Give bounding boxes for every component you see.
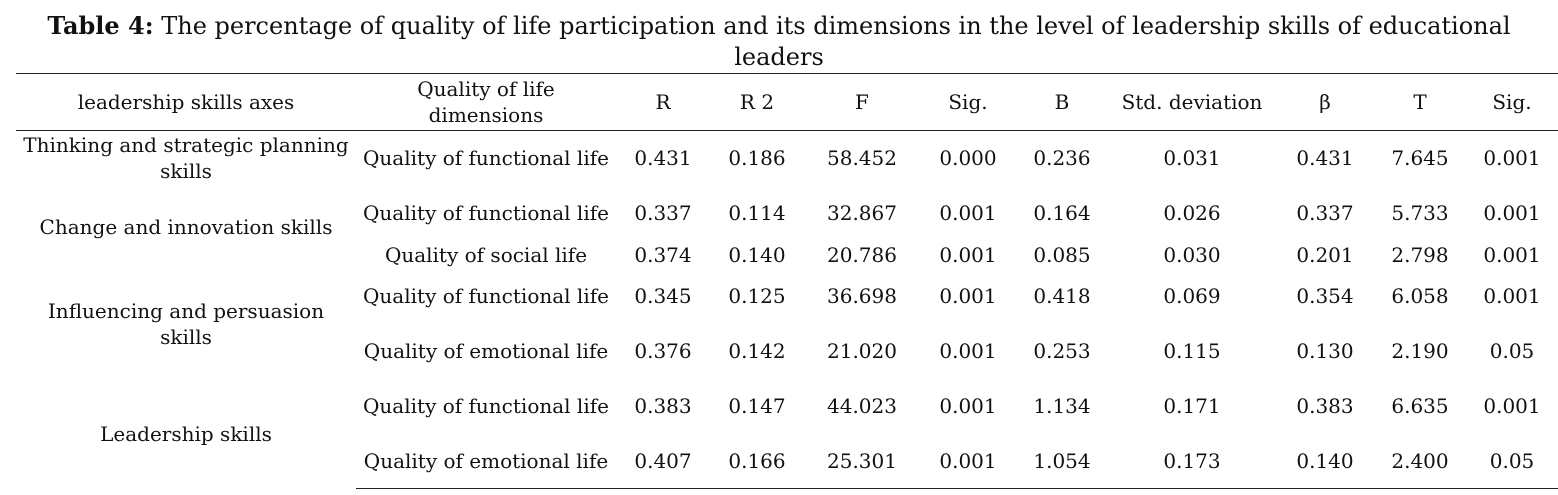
f-cell: 44.023 [827, 394, 897, 418]
sig-cell: 0.001 [939, 242, 997, 267]
sig-cell: 0.001 [939, 201, 997, 225]
axis-cell: Influencing and persuasion skills [47, 298, 325, 349]
col-header-std-deviation: Std. deviation [1108, 73, 1276, 131]
r-cell: 0.431 [634, 146, 692, 171]
dimension-cell: Quality of functional life [363, 284, 609, 308]
r-cell: 0.337 [634, 201, 692, 225]
f-cell: 32.867 [827, 201, 897, 225]
r-cell: 0.407 [616, 433, 710, 489]
r2-cell: 0.114 [728, 201, 786, 225]
t-cell: 2.798 [1391, 242, 1449, 267]
beta-cell: 0.354 [1296, 284, 1354, 308]
dimension-cell: Quality of functional life [363, 394, 609, 418]
sig2-cell: 0.001 [1483, 284, 1541, 308]
t-cell: 5.733 [1391, 201, 1449, 225]
sig-cell: 0.001 [939, 339, 997, 363]
r-cell: 0.374 [634, 242, 692, 267]
sig-cell: 0.001 [920, 433, 1016, 489]
std-deviation-cell: 0.026 [1163, 201, 1221, 225]
std-deviation-cell: 0.069 [1163, 284, 1221, 308]
table-caption: Table 4: The percentage of quality of li… [39, 0, 1519, 73]
dimension-cell: Quality of social life [384, 242, 588, 267]
beta-cell: 0.201 [1296, 242, 1354, 267]
r-cell: 0.376 [634, 339, 692, 363]
col-header-r: R [616, 73, 710, 131]
sig-cell: 0.000 [939, 146, 997, 171]
col-header-b: B [1016, 73, 1108, 131]
r2-cell: 0.147 [728, 394, 786, 418]
sig2-cell: 0.001 [1483, 201, 1541, 225]
beta-cell: 0.140 [1276, 433, 1374, 489]
dimension-cell: Quality of functional life [363, 201, 609, 225]
col-header-sig-2: Sig. [1466, 73, 1558, 131]
sig2-cell: 0.05 [1489, 339, 1535, 363]
col-header-axes: leadership skills axes [16, 73, 356, 131]
f-cell: 36.698 [827, 284, 897, 308]
t-cell: 2.400 [1374, 433, 1466, 489]
b-cell: 1.134 [1033, 394, 1091, 418]
beta-cell: 0.383 [1296, 394, 1354, 418]
b-cell: 0.418 [1033, 284, 1091, 308]
header-row: leadership skills axes Quality of life d… [16, 73, 1558, 131]
b-cell: 1.054 [1016, 433, 1108, 489]
col-header-sig: Sig. [920, 73, 1016, 131]
f-cell: 25.301 [804, 433, 920, 489]
r2-cell: 0.186 [728, 146, 786, 171]
table-row: Influencing and persuasion skills Qualit… [16, 269, 1558, 349]
r2-cell: 0.125 [728, 284, 786, 308]
axis-cell: Thinking and strategic planning skills [23, 133, 349, 184]
col-header-r2: R 2 [710, 73, 804, 131]
r-cell: 0.345 [634, 284, 692, 308]
dimension-cell: Quality of emotional life [363, 339, 609, 363]
axis-cell: Leadership skills [100, 421, 272, 446]
f-cell: 21.020 [827, 339, 897, 363]
table-title: The percentage of quality of life partic… [153, 12, 1511, 71]
dimension-cell: Quality of functional life [363, 146, 609, 171]
r2-cell: 0.166 [710, 433, 804, 489]
b-cell: 0.253 [1033, 339, 1091, 363]
beta-cell: 0.337 [1296, 201, 1354, 225]
table-row: Leadership skills Quality of functional … [16, 379, 1558, 446]
axis-cell: Change and innovation skills [39, 215, 333, 239]
t-cell: 6.635 [1391, 394, 1449, 418]
sig-cell: 0.001 [939, 284, 997, 308]
table-row: Thinking and strategic planning skills Q… [16, 131, 1558, 186]
col-header-f: F [804, 73, 920, 131]
b-cell: 0.236 [1033, 146, 1091, 171]
std-deviation-cell: 0.031 [1163, 146, 1221, 171]
f-cell: 20.786 [827, 242, 897, 267]
std-deviation-cell: 0.173 [1108, 433, 1276, 489]
col-header-beta: β [1276, 73, 1374, 131]
sig-cell: 0.001 [939, 394, 997, 418]
r-cell: 0.383 [634, 394, 692, 418]
sig2-cell: 0.001 [1483, 146, 1541, 171]
table-row: Quality of emotional life 0.407 0.166 25… [16, 433, 1558, 489]
col-header-dimensions: Quality of life dimensions [356, 73, 616, 131]
results-table: leadership skills axes Quality of life d… [16, 73, 1558, 489]
r2-cell: 0.140 [728, 242, 786, 267]
b-cell: 0.085 [1033, 242, 1091, 267]
table-label: Table 4: [47, 11, 154, 40]
table-row: Quality of social life 0.374 0.140 20.78… [16, 241, 1558, 269]
dimension-cell: Quality of emotional life [356, 433, 616, 489]
std-deviation-cell: 0.171 [1163, 394, 1221, 418]
sig2-cell: 0.001 [1483, 242, 1541, 267]
t-cell: 6.058 [1391, 284, 1449, 308]
r2-cell: 0.142 [728, 339, 786, 363]
b-cell: 0.164 [1033, 201, 1091, 225]
std-deviation-cell: 0.030 [1163, 242, 1221, 267]
table-row: Quality of emotional life 0.376 0.142 21… [16, 324, 1558, 379]
std-deviation-cell: 0.115 [1163, 339, 1221, 363]
t-cell: 2.190 [1391, 339, 1449, 363]
col-header-t: T [1374, 73, 1466, 131]
t-cell: 7.645 [1391, 146, 1449, 171]
table-row: Change and innovation skills Quality of … [16, 186, 1558, 241]
beta-cell: 0.130 [1296, 339, 1354, 363]
f-cell: 58.452 [827, 146, 897, 171]
sig2-cell: 0.001 [1483, 394, 1541, 418]
beta-cell: 0.431 [1296, 146, 1354, 171]
sig2-cell: 0.05 [1466, 433, 1558, 489]
